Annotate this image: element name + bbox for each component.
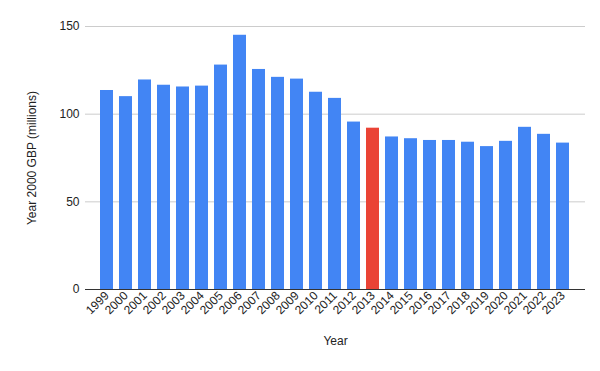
svg-text:2018: 2018: [444, 288, 473, 318]
svg-text:2012: 2012: [330, 288, 359, 318]
svg-text:2006: 2006: [216, 288, 245, 318]
svg-text:2013: 2013: [349, 288, 378, 318]
svg-text:2020: 2020: [482, 288, 511, 318]
svg-text:2007: 2007: [235, 288, 264, 318]
svg-text:2015: 2015: [387, 288, 416, 318]
svg-text:2005: 2005: [197, 288, 226, 318]
svg-text:2002: 2002: [140, 288, 169, 318]
svg-text:2009: 2009: [273, 288, 302, 318]
svg-text:2019: 2019: [463, 288, 492, 318]
svg-text:2003: 2003: [159, 288, 188, 318]
svg-text:2016: 2016: [406, 288, 435, 318]
svg-text:2023: 2023: [539, 288, 568, 317]
svg-text:1999: 1999: [83, 288, 112, 318]
svg-text:100: 100: [59, 107, 79, 121]
svg-text:2008: 2008: [254, 288, 283, 318]
svg-text:0: 0: [73, 282, 80, 296]
svg-text:2021: 2021: [501, 288, 530, 318]
svg-text:2001: 2001: [121, 288, 150, 318]
svg-text:2010: 2010: [292, 288, 321, 318]
svg-text:2000: 2000: [102, 288, 131, 318]
svg-text:Year 2000 GBP (millions): Year 2000 GBP (millions): [25, 91, 39, 225]
svg-text:Year: Year: [323, 334, 347, 348]
svg-text:50: 50: [66, 195, 80, 209]
svg-text:2014: 2014: [368, 288, 397, 318]
svg-text:150: 150: [59, 19, 79, 33]
svg-text:2004: 2004: [178, 288, 207, 318]
svg-text:2022: 2022: [520, 288, 549, 318]
svg-text:2017: 2017: [425, 288, 454, 318]
svg-text:2011: 2011: [311, 288, 340, 317]
